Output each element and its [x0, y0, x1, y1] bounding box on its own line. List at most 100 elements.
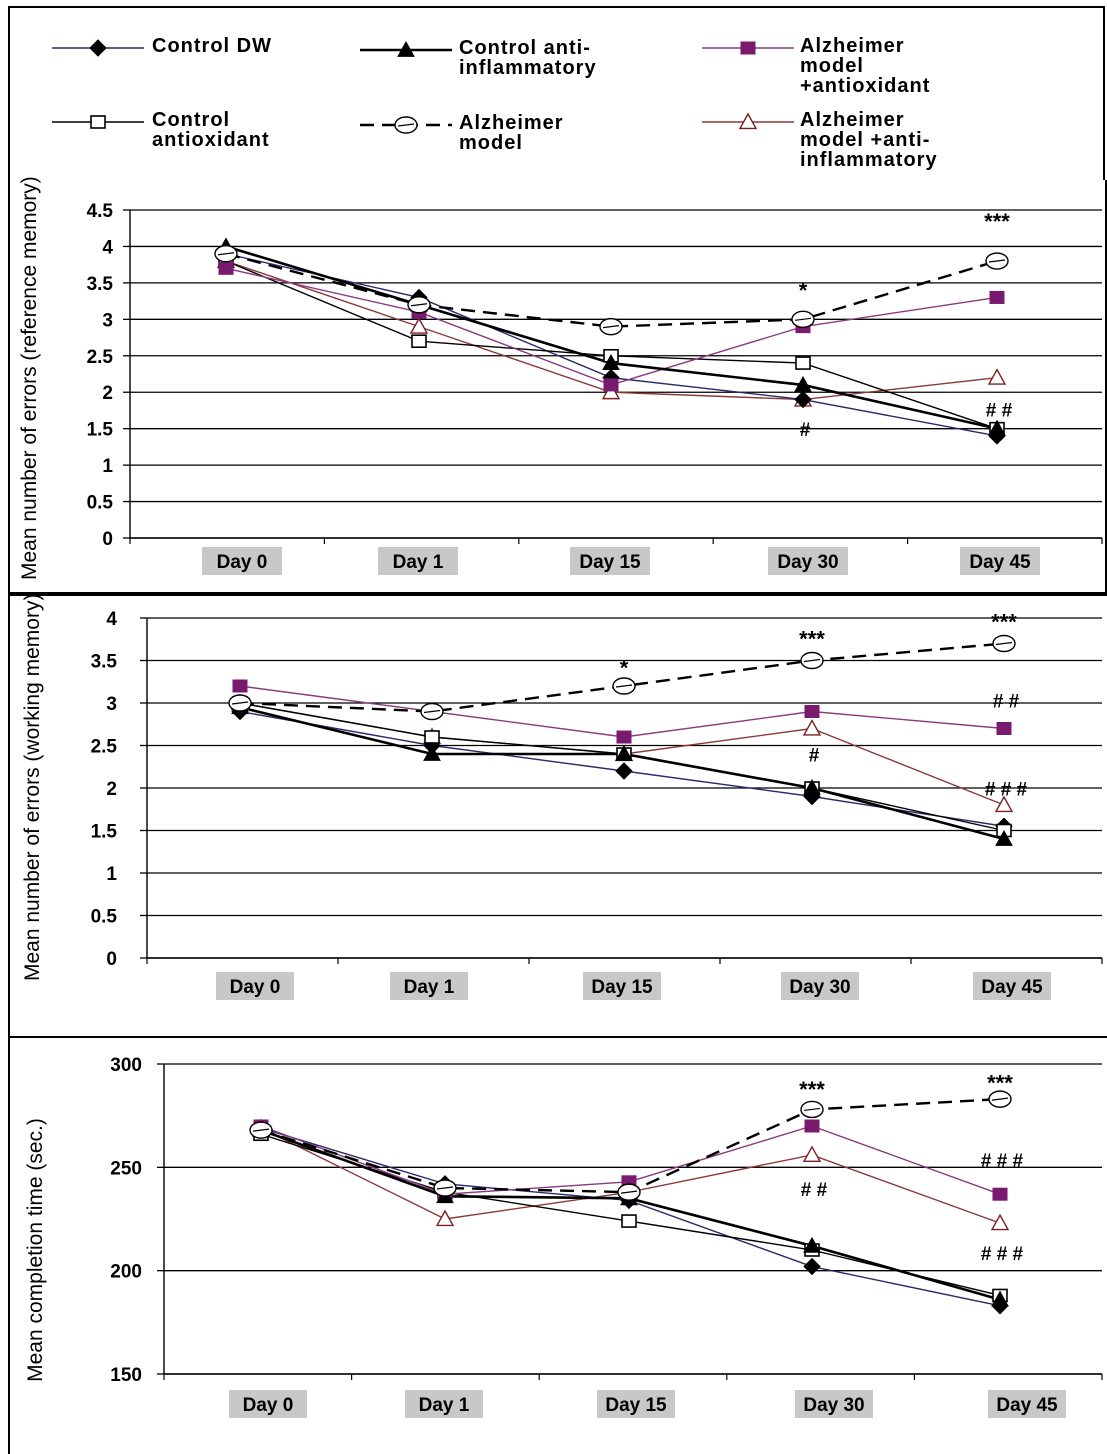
annotation: # # # [981, 1244, 1024, 1265]
annotation: *** [799, 626, 825, 651]
x-tick-label: Day 15 [579, 552, 641, 573]
y-tick-label: 3 [106, 694, 117, 715]
legend-label-control_antiinflammatory: Control anti-inflammatory [459, 38, 597, 78]
y-tick-labels: 0 0.5 1 1.5 2 2.5 3 3.5 4 [91, 609, 118, 970]
x-tick-label: Day 0 [243, 1395, 294, 1416]
y-tick-label: 4 [106, 609, 117, 630]
x-tick-label-bg [795, 1390, 873, 1418]
series-markers-control_dw [231, 702, 1013, 835]
y-tick-label: 300 [110, 1055, 142, 1076]
legend-label-line: model [800, 55, 864, 77]
series-markers-alz_model [214, 245, 1009, 336]
legend-label-line: antioxidant [152, 129, 270, 151]
series-markers-alz_model [249, 1090, 1012, 1201]
y-tick-label: 3 [102, 310, 113, 331]
x-tick-label: Day 1 [404, 977, 455, 998]
legend-swatch-control_dw [52, 39, 144, 57]
series-alz_model [225, 252, 998, 328]
series-markers-alz_antiinflammatory [251, 1118, 1010, 1231]
x-tick-label-bg [988, 1390, 1066, 1418]
x-tick-labels: Day 0 Day 1 Day 15 Day 30 Day 45 [229, 1390, 1066, 1418]
legend-marker-triangle-open [738, 112, 758, 130]
data-point [615, 762, 633, 780]
legend-label-line: +antioxidant [800, 75, 931, 97]
y-tick-label: 1.5 [91, 822, 118, 843]
legend-label-control_dw: Control DW [152, 36, 272, 56]
y-tick-label: 1 [102, 456, 113, 477]
y-axis-label: Mean number of errors (reference memory) [18, 176, 41, 580]
data-point [794, 390, 812, 409]
data-point [218, 261, 234, 275]
legend-label-alz_model: Alzheimer model [459, 113, 564, 153]
x-tick-label-bg [781, 972, 859, 1000]
data-point-stroke [991, 1097, 1009, 1101]
x-tick-label: Day 45 [981, 977, 1043, 998]
y-tick-label: 2 [106, 779, 117, 800]
data-point [435, 1209, 455, 1227]
x-tick-label: Day 45 [969, 552, 1031, 573]
y-axis-label: Mean completion time (sec.) [24, 1118, 47, 1382]
significance-annotations: *******# ### # # [620, 609, 1028, 800]
data-point [995, 829, 1013, 846]
series-markers-control_antiinflammatory [252, 1121, 1009, 1307]
data-point [803, 1257, 821, 1276]
data-point [990, 1213, 1010, 1231]
y-tick-label: 150 [110, 1365, 142, 1386]
data-point [795, 356, 811, 370]
x-tick-label: Day 30 [777, 552, 838, 573]
data-point-stroke [995, 641, 1013, 646]
y-tick-label: 0.5 [91, 907, 118, 928]
data-point [424, 730, 440, 744]
y-tick-label: 0 [106, 949, 117, 970]
data-point [423, 744, 441, 761]
y-tick-label: 4 [102, 237, 113, 258]
data-point [802, 1145, 822, 1163]
y-tick-label: 200 [110, 1262, 142, 1283]
legend-label-line: inflammatory [800, 149, 938, 171]
legend-marker-circle-open-stroke [397, 123, 415, 127]
y-tick-label: 1 [106, 864, 117, 885]
legend-label-line: Alzheimer [800, 35, 905, 57]
annotation: # [809, 746, 820, 767]
legend-marker-triangle-filled [397, 40, 415, 57]
y-tick-label: 0 [102, 529, 113, 550]
series-markers-control_antiinflammatory [217, 237, 1006, 436]
annotation: # # # [981, 1151, 1024, 1172]
legend-swatch-alz_antioxidant [702, 41, 794, 55]
legend-label-line: Alzheimer [800, 109, 905, 131]
y-tick-label: 2 [102, 383, 113, 404]
x-tick-label-bg [405, 1390, 483, 1418]
annotation: # # [993, 691, 1020, 712]
legend-label-line: Control [152, 109, 231, 131]
legend-marker-square-filled [740, 41, 756, 55]
data-point-stroke [252, 1128, 270, 1132]
annotation: # # [801, 1180, 828, 1201]
data-point [621, 1214, 637, 1228]
series-markers-control_antioxidant [253, 1127, 1008, 1303]
data-point [602, 354, 620, 370]
legend-swatch-control_antiinflammatory [360, 40, 452, 57]
x-tick-label-bg [202, 547, 282, 575]
x-tick-label: Day 1 [419, 1395, 470, 1416]
data-point-stroke [602, 325, 620, 329]
annotation: *** [984, 209, 1010, 234]
data-point [989, 290, 1005, 304]
data-point [411, 334, 427, 348]
legend-marker-square-open [90, 115, 106, 129]
y-tick-label: 3.5 [91, 652, 118, 673]
chart-completion-time-svg: 150 200 250 300 Day 0 Day 1 Day 15 Day 30 Day 45… [110, 1055, 1103, 1418]
x-tick-label-bg [583, 972, 661, 1000]
data-point [991, 1290, 1009, 1307]
data-point [802, 719, 822, 736]
y-tick-label: 1.5 [87, 420, 114, 441]
series-markers-alz_antioxidant [218, 261, 1005, 392]
y-tick-labels: 0 0.5 1 1.5 2 2.5 3 3.5 4 4.5 [87, 201, 114, 550]
annotation: *** [799, 1077, 825, 1102]
data-point [616, 730, 632, 744]
legend-marker-diamond-filled [89, 39, 107, 57]
legend-label-line: model +anti- [800, 129, 931, 151]
legend-label-line: Alzheimer [459, 112, 564, 134]
